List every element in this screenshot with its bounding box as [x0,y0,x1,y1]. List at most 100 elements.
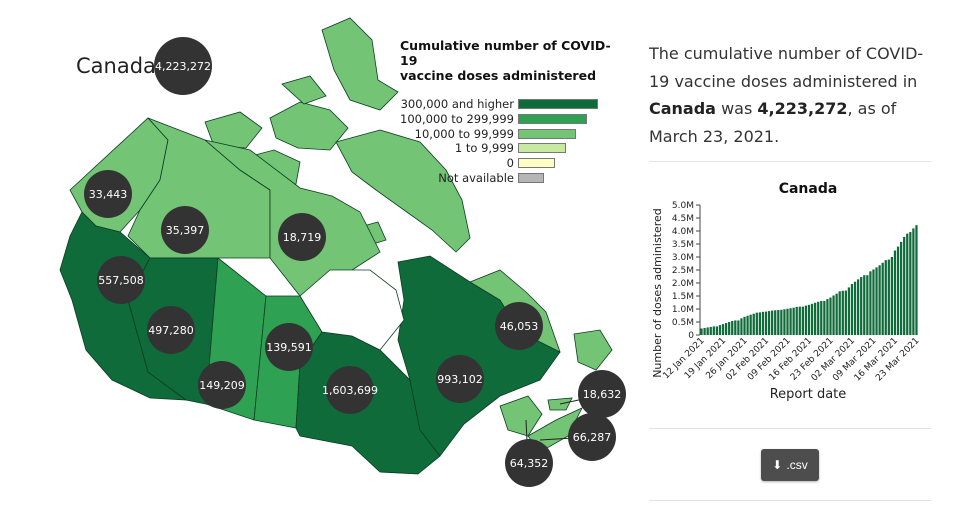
legend-row: 10,000 to 99,999 [400,127,620,142]
chart-bar[interactable] [810,303,814,335]
chart-bar[interactable] [890,257,894,335]
chart-bar[interactable] [774,310,777,335]
chart-bar[interactable] [724,323,728,335]
chart-bar[interactable] [893,250,897,336]
chart-bar[interactable] [838,291,841,335]
chart-bar[interactable] [703,327,706,335]
chart-bar[interactable] [789,308,792,335]
chart-bar[interactable] [912,228,915,335]
region-bubble[interactable] [436,355,484,403]
chart-bar[interactable] [887,259,890,335]
chart-bar[interactable] [801,306,804,335]
chart-bar[interactable] [712,326,715,335]
chart-bar[interactable] [847,287,851,335]
y-tick-label: 1.0M [672,305,694,315]
chart-bar[interactable] [823,300,826,335]
chart-bar[interactable] [807,304,811,335]
region-bubble[interactable] [147,306,195,354]
chart-bar[interactable] [896,246,900,335]
chart-bar[interactable] [875,267,878,335]
arctic-island-3[interactable] [321,17,399,111]
chart-bar[interactable] [866,275,869,335]
legend-swatch [518,172,544,183]
chart-bar[interactable] [721,324,725,335]
region-bubble[interactable] [161,206,209,254]
region-bc[interactable] [59,211,188,401]
chart-bar[interactable] [795,306,798,335]
chart-bar[interactable] [746,315,749,335]
chart-bar[interactable] [728,322,731,335]
chart-bar[interactable] [915,225,918,335]
chart-bar[interactable] [817,301,820,335]
chart-bar[interactable] [832,295,835,335]
region-bubble[interactable] [278,213,326,261]
baffin-island[interactable] [335,129,471,253]
chart-bar[interactable] [777,310,780,335]
chart-bar[interactable] [706,327,709,335]
chart-bar[interactable] [820,300,823,335]
chart-bar[interactable] [758,312,762,335]
arctic-island-4[interactable] [281,75,327,105]
chart-bar[interactable] [863,275,866,335]
chart-bar[interactable] [740,318,743,335]
chart-bar[interactable] [899,241,903,335]
chart-bar[interactable] [737,320,740,335]
region-bubble[interactable] [265,323,313,371]
chart-bar[interactable] [749,314,752,335]
chart-title: Canada [779,181,838,197]
chart-bar[interactable] [850,284,854,335]
chart-bar[interactable] [764,311,768,335]
chart-bar[interactable] [715,326,719,335]
chart-bar[interactable] [786,308,789,335]
download-label: .csv [786,458,808,472]
legend-rows: 300,000 and higher 100,000 to 299,999 10,0… [400,97,620,186]
y-tick-label: 3.5M [672,240,694,250]
chart-bar[interactable] [884,260,887,335]
chart-bar[interactable] [869,271,872,335]
chart-bar[interactable] [903,236,906,335]
divider-top [649,161,931,162]
chart-bar[interactable] [771,310,774,335]
chart-bar[interactable] [700,328,703,336]
chart-bar[interactable] [844,290,847,335]
chart-bar[interactable] [909,232,912,335]
chart-bar[interactable] [835,293,838,335]
chart-bar[interactable] [856,279,860,335]
chart-bar[interactable] [829,297,832,335]
download-csv-button[interactable]: ⬇ .csv [761,449,819,481]
chart-bar[interactable] [853,281,857,335]
chart-bar[interactable] [804,305,808,335]
region-bubble[interactable] [505,439,553,487]
chart-bar[interactable] [878,265,881,335]
chart-bar[interactable] [841,290,844,335]
region-bubble[interactable] [97,256,145,304]
region-bubble-value: 557,508 [98,274,144,287]
chart-bar[interactable] [761,311,765,335]
region-bubble[interactable] [568,413,616,461]
chart-bar[interactable] [860,277,863,335]
chart-bar[interactable] [731,320,734,335]
chart-bar[interactable] [906,233,909,335]
chart-bar[interactable] [755,312,758,335]
chart-bar[interactable] [792,307,795,335]
chart-bar[interactable] [783,309,786,335]
chart-bar[interactable] [780,309,783,335]
chart-bar[interactable] [881,262,884,335]
region-newfoundland[interactable] [573,329,613,371]
region-bubble[interactable] [495,302,543,350]
chart-bar[interactable] [872,269,875,335]
chart-bar[interactable] [734,320,737,335]
region-bubble[interactable] [84,170,132,218]
chart-bar[interactable] [718,325,722,335]
region-bubble[interactable] [198,361,246,409]
chart-bar[interactable] [798,306,801,335]
chart-bar[interactable] [743,316,746,335]
region-bubble[interactable] [326,366,374,414]
region-new-brunswick[interactable] [499,395,543,437]
chart-bar[interactable] [826,299,829,335]
chart-bar[interactable] [814,302,817,335]
chart-bar[interactable] [709,326,712,335]
region-bubble[interactable] [578,370,626,418]
chart-bar[interactable] [767,311,771,335]
chart-bar[interactable] [752,313,755,335]
